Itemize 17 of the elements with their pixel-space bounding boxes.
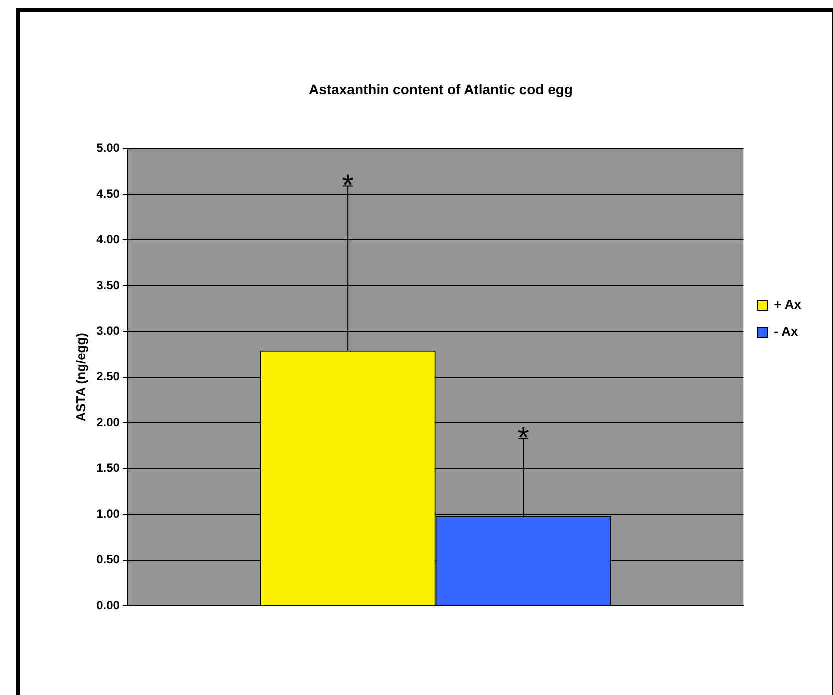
y-tick-label: 5.00 [96, 141, 120, 156]
legend-label: - Ax [774, 324, 800, 340]
y-tick-label: 1.50 [96, 461, 120, 476]
y-tick-label: 2.00 [96, 415, 120, 430]
legend-label: + Ax [774, 297, 802, 312]
y-tick-label: 2.50 [96, 370, 120, 384]
y-tick-label: 3.50 [96, 278, 120, 292]
annotation: * [518, 422, 530, 455]
chart-title: Astaxanthin content of Atlantic cod egg [309, 81, 573, 98]
y-tick-label: 4.00 [96, 232, 120, 247]
y-tick-label: 0.00 [96, 598, 120, 612]
y-tick-label: 0.50 [96, 552, 120, 567]
y-axis-title: ASTA (ng/egg) [73, 332, 88, 422]
y-tick-label: 3.00 [96, 324, 120, 338]
annotation: * [342, 170, 354, 203]
y-tick-label: 1.00 [96, 506, 120, 521]
y-tick-label: 4.50 [96, 186, 120, 201]
